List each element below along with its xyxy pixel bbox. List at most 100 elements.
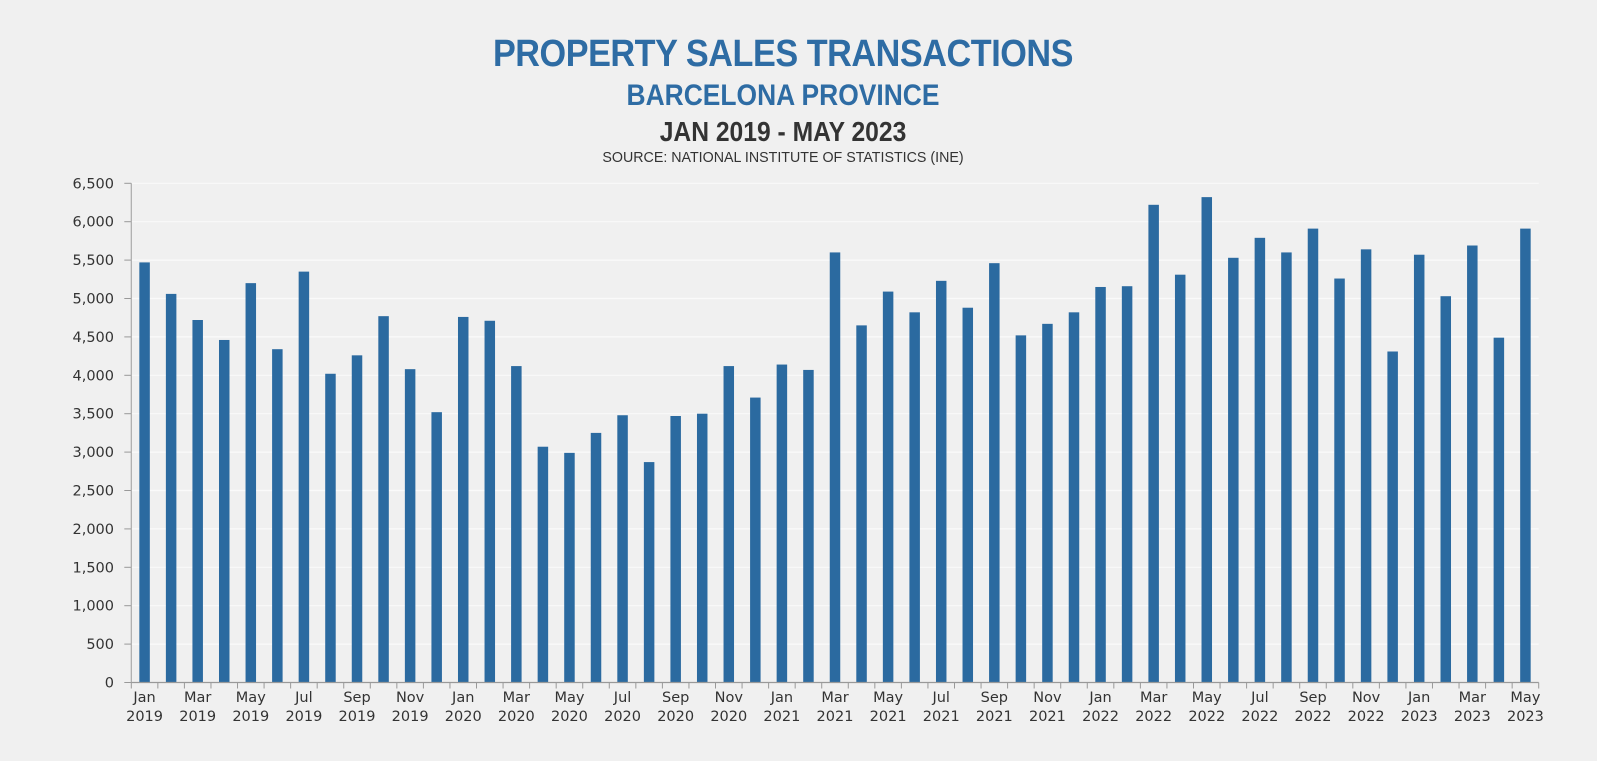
bar [1148,204,1159,683]
bar [511,366,522,683]
x-tick-label-year: 2021 [1029,709,1066,725]
y-tick-label: 6,500 [72,176,114,192]
y-tick-label: 1,000 [72,599,114,615]
bar [457,316,469,683]
x-tick-label-year: 2020 [445,709,482,725]
x-tick-label-year: 2020 [657,709,694,725]
x-tick-label-month: Mar [503,690,530,706]
bar [1413,254,1425,683]
x-tick-label-month: Mar [184,690,211,706]
x-tick-label-year: 2023 [1507,709,1544,725]
x-tick-label-month: May [236,690,266,706]
x-tick-label-year: 2021 [763,709,800,725]
x-tick-label-year: 2019 [392,709,429,725]
x-tick-label-month: Jul [294,690,313,706]
bar [351,355,363,683]
x-tick-label-month: Jan [1088,690,1111,706]
x-tick-label-year: 2022 [1135,709,1172,725]
bar [1121,286,1133,683]
bar [1281,252,1292,683]
bar [803,369,814,683]
bar [431,412,442,683]
bar [537,446,549,683]
bar [882,291,894,683]
y-tick-label: 3,500 [72,407,114,423]
x-tick-label-month: Mar [821,690,848,706]
bar [378,316,389,683]
bar [1334,278,1345,683]
y-tick-label: 500 [86,637,114,653]
bar [1068,312,1080,683]
x-tick-label-month: Jul [931,690,950,706]
x-tick-label-month: Jan [132,690,155,706]
y-tick-label: 5,500 [72,253,114,269]
bar [1360,249,1372,683]
bar [829,252,841,683]
bar [1493,337,1505,683]
y-tick-label: 6,000 [72,215,114,231]
bar [1095,286,1106,683]
x-tick-label-month: May [1510,690,1540,706]
bar [1042,323,1053,683]
x-tick-label-year: 2019 [285,709,322,725]
x-tick-label-year: 2022 [1295,709,1332,725]
x-tick-label-month: Nov [1352,690,1381,706]
bar [696,413,708,683]
x-tick-label-year: 2020 [604,709,641,725]
chart-title: PROPERTY SALES TRANSACTIONS [492,33,1074,75]
chart-period: JAN 2019 - MAY 2023 [659,116,907,147]
x-tick-label-year: 2021 [870,709,907,725]
bar [1467,245,1478,683]
bar [1254,237,1266,683]
y-tick-label: 4,000 [72,368,114,384]
x-tick-label-month: Jan [451,690,474,706]
bar [1201,197,1213,683]
x-tick-label-year: 2019 [126,709,163,725]
y-tick-label: 0 [105,676,114,692]
bar [935,280,947,683]
y-tick-label: 2,000 [72,522,114,538]
bar [245,283,257,683]
x-tick-label-month: Nov [396,690,425,706]
x-tick-label-year: 2021 [923,709,960,725]
x-tick-label-month: Mar [1140,690,1167,706]
bar [1228,257,1239,683]
x-tick-label-year: 2023 [1401,709,1438,725]
bar [856,325,867,683]
x-tick-label-month: Sep [343,690,370,706]
bar [1307,228,1319,683]
bar [298,271,310,683]
bar [1174,274,1186,683]
bar [165,293,177,683]
x-tick-label-month: May [1192,690,1222,706]
bar [1440,296,1452,683]
x-tick-label-month: Jul [613,690,632,706]
bars [139,197,1531,683]
y-tick-label: 4,500 [72,330,114,346]
x-tick-label-year: 2021 [976,709,1013,725]
x-tick-label-year: 2019 [179,709,216,725]
bar [139,262,150,683]
x-tick-label-year: 2020 [551,709,588,725]
x-tick-label-month: Sep [1299,690,1326,706]
x-tick-label-year: 2022 [1241,709,1278,725]
bar [776,364,788,683]
x-tick-label-month: May [873,690,903,706]
y-tick-label: 5,000 [72,292,114,308]
x-tick-label-month: Jul [1250,690,1269,706]
x-axis: Jan 2019 Mar 2019 May 2019 Jul 2019 Sep 2019 Nov 20… [126,681,1544,725]
x-tick-label-month: Mar [1459,690,1486,706]
bar [617,415,628,683]
bar [750,397,761,683]
x-tick-label-year: 2020 [710,709,747,725]
x-tick-label-month: Nov [1033,690,1062,706]
bar [962,307,974,683]
bar [1520,228,1531,683]
chart-source: SOURCE: NATIONAL INSTITUTE OF STATISTICS… [602,149,964,166]
y-axis: 0 500 1,000 1,500 2,000 2,500 3,000 3,500 4,000 4… [72,176,132,692]
bar [670,416,681,683]
bar [404,369,416,683]
bar [272,349,283,683]
